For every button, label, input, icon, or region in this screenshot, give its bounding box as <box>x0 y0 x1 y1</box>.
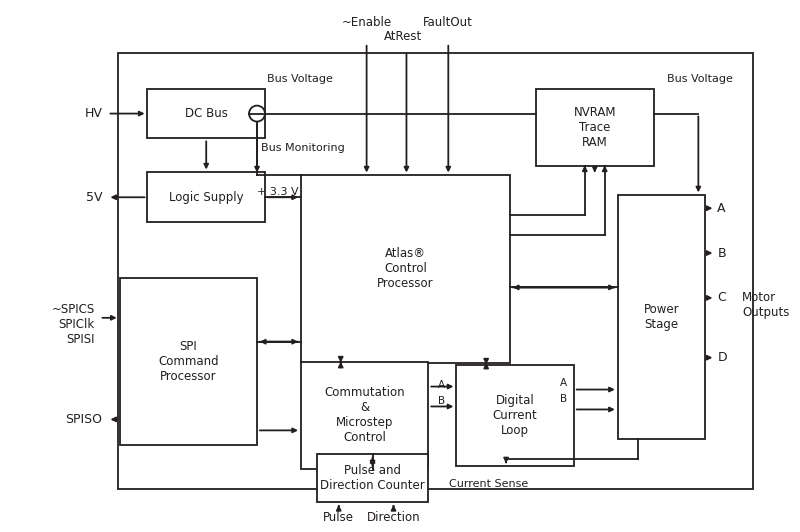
Text: FaultOut: FaultOut <box>423 16 474 29</box>
Text: Commutation
&
Microstep
Control: Commutation & Microstep Control <box>324 386 405 444</box>
Bar <box>618 195 706 439</box>
Text: Logic Supply: Logic Supply <box>169 191 243 204</box>
Text: DC Bus: DC Bus <box>185 107 228 120</box>
Text: Power
Stage: Power Stage <box>644 303 679 331</box>
Text: ~Enable: ~Enable <box>342 16 392 29</box>
Text: C: C <box>718 292 726 304</box>
Bar <box>317 454 428 502</box>
Text: A: A <box>438 379 446 389</box>
Text: HV: HV <box>85 107 102 120</box>
Bar <box>301 362 428 469</box>
Text: Direction: Direction <box>366 511 420 523</box>
Text: Pulse and
Direction Counter: Pulse and Direction Counter <box>320 464 425 492</box>
Text: Digital
Current
Loop: Digital Current Loop <box>493 394 538 437</box>
Bar <box>456 364 574 466</box>
Text: ~SPICS
SPIClk
SPISI: ~SPICS SPIClk SPISI <box>51 303 94 346</box>
Text: B: B <box>718 246 726 260</box>
Text: Bus Voltage: Bus Voltage <box>667 74 734 84</box>
Bar <box>536 89 654 167</box>
Text: A: A <box>560 378 567 387</box>
Text: SPISO: SPISO <box>66 413 102 426</box>
Text: Bus Monitoring: Bus Monitoring <box>261 144 345 153</box>
Text: Bus Voltage: Bus Voltage <box>267 74 333 84</box>
Text: SPI
Command
Processor: SPI Command Processor <box>158 340 218 383</box>
Bar <box>301 176 510 363</box>
Text: Pulse: Pulse <box>323 511 354 523</box>
Text: AtRest: AtRest <box>384 30 422 44</box>
Text: Current Sense: Current Sense <box>449 479 528 489</box>
Text: Motor
Outputs: Motor Outputs <box>742 291 790 319</box>
Bar <box>147 172 265 222</box>
Text: D: D <box>718 351 727 364</box>
Text: 5V: 5V <box>86 191 102 204</box>
Bar <box>119 278 257 445</box>
Bar <box>118 53 753 489</box>
Text: Atlas®
Control
Processor: Atlas® Control Processor <box>377 247 434 290</box>
Text: NVRAM
Trace
RAM: NVRAM Trace RAM <box>574 106 616 149</box>
Text: B: B <box>438 396 446 406</box>
Text: + 3.3 V: + 3.3 V <box>257 187 298 197</box>
Text: A: A <box>718 202 726 215</box>
Bar <box>147 89 265 138</box>
Text: B: B <box>560 395 567 404</box>
